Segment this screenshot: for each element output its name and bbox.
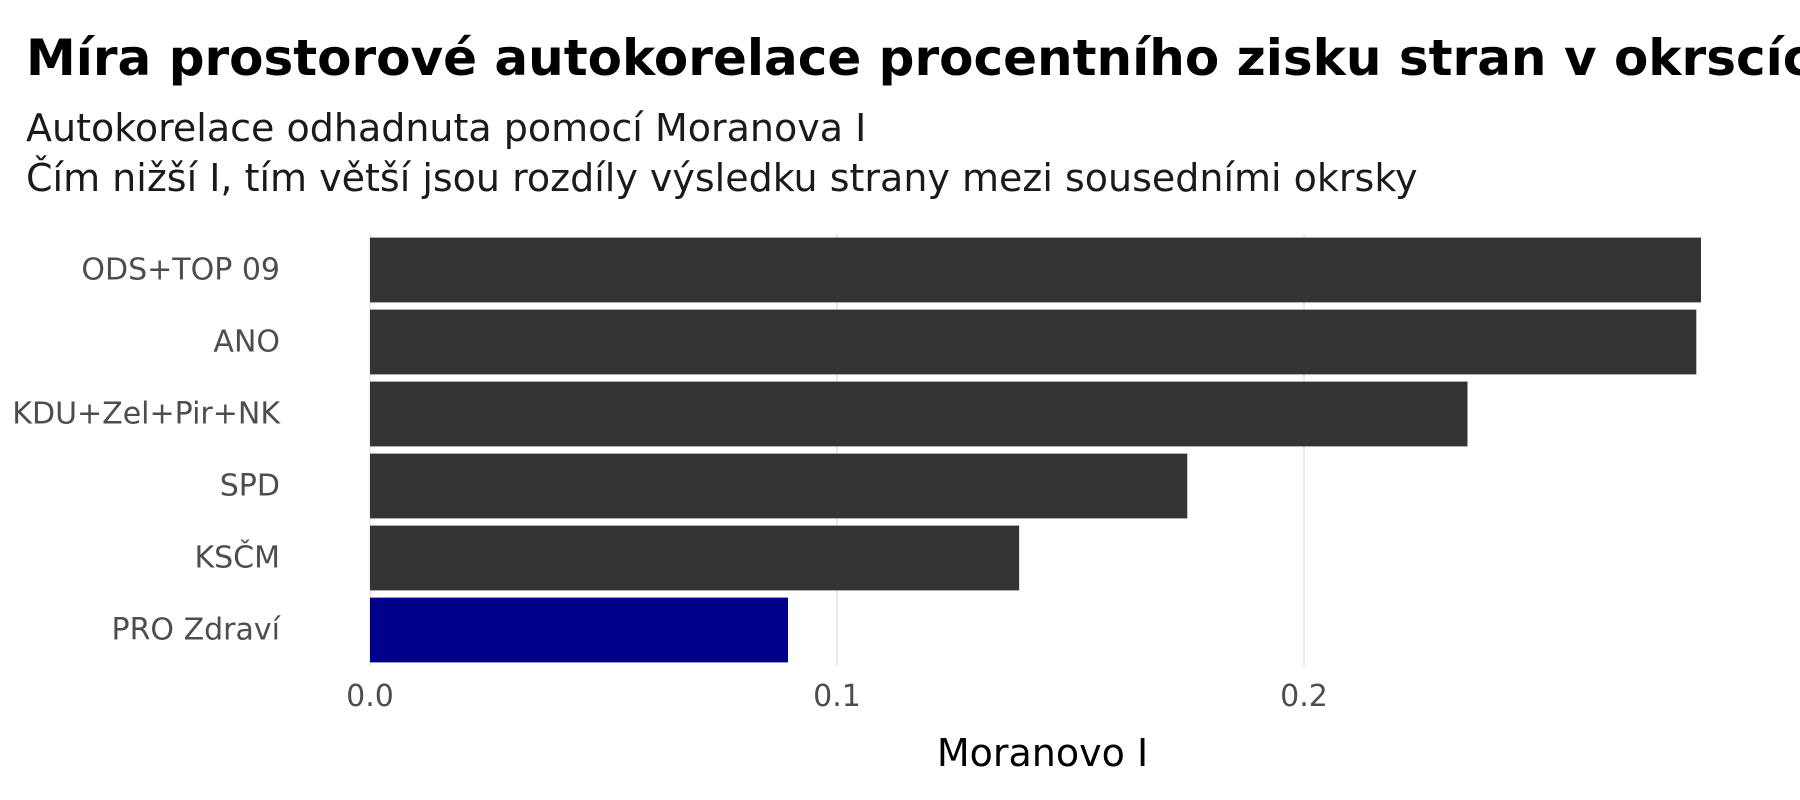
y-axis-label-2: KDU+Zel+Pir+NK [12,397,281,432]
y-axis-label-4: KSČM [194,539,280,576]
y-axis-label-1: ANO [213,325,280,360]
bar-0 [370,237,1701,303]
x-axis-title: Moranovo I [937,731,1148,775]
bar-1 [370,309,1697,375]
x-axis-tick-label-2: 0.2 [1280,679,1328,714]
y-axis-label-5: PRO Zdraví [112,613,282,648]
chart-title: Míra prostorové autokorelace procentního… [26,29,1800,87]
bar-2 [370,381,1468,447]
grid-lines [369,234,1305,666]
x-axis-tick-label-1: 0.1 [813,679,861,714]
chart-subtitle-line-1: Autokorelace odhadnuta pomocí Moranova I [26,106,867,150]
bar-4 [370,525,1020,591]
x-axis-tick-labels: 0.0 0.1 0.2 [346,679,1328,714]
y-axis-label-3: SPD [220,469,280,504]
bars [370,237,1701,663]
bar-3 [370,453,1188,519]
bar-5 [370,597,788,663]
x-axis-tick-label-0: 0.0 [346,679,394,714]
chart-subtitle-line-2: Čím nižší I, tím větší jsou rozdíly výsl… [26,156,1418,200]
y-axis-labels: ODS+TOP 09 ANO KDU+Zel+Pir+NK SPD KSČM PRO Zd… [12,253,281,648]
y-axis-label-0: ODS+TOP 09 [81,253,280,288]
